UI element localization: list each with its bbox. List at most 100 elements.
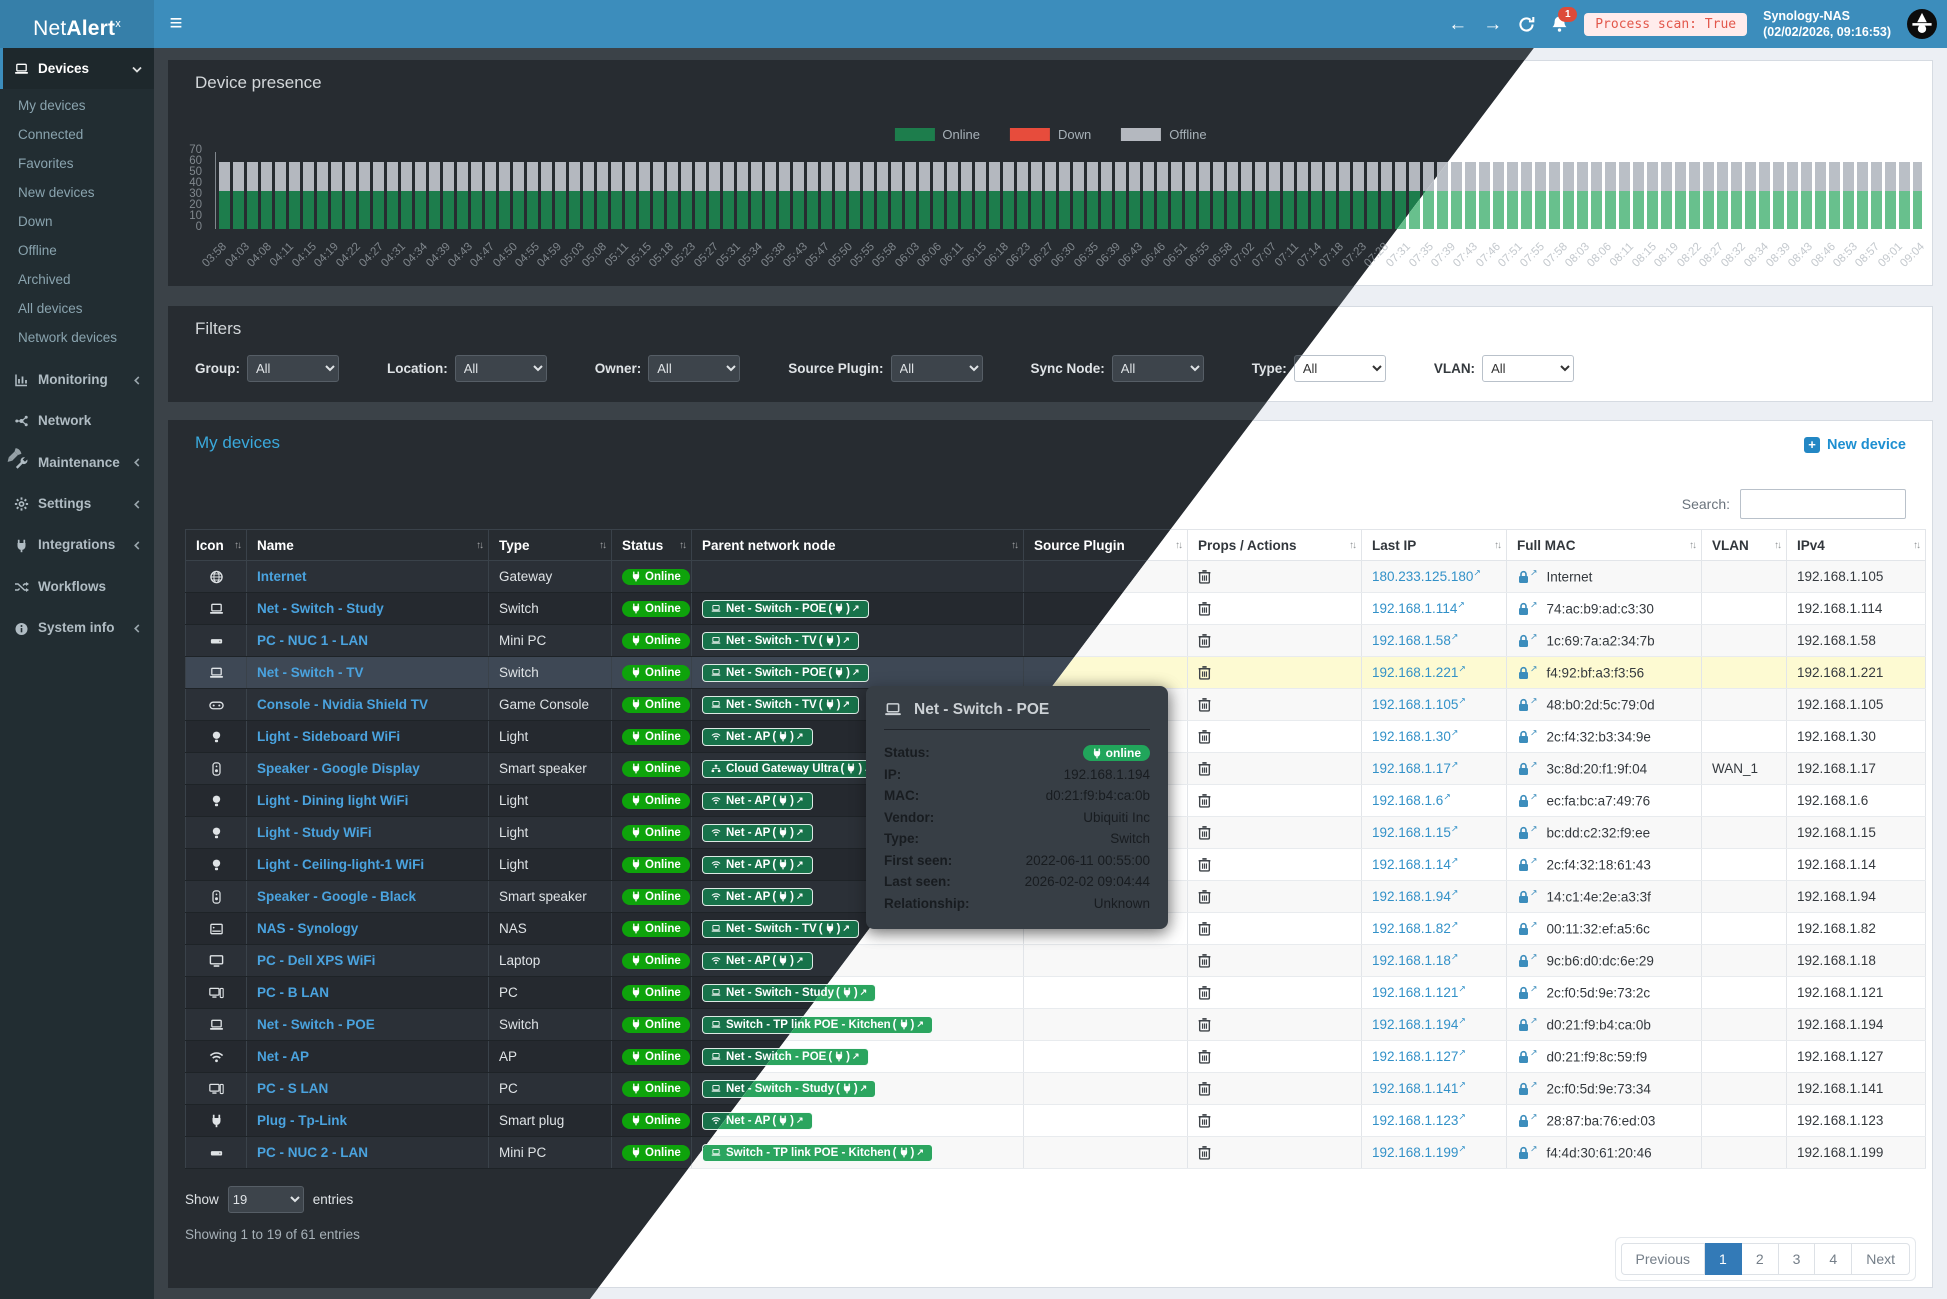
sidebar-subitem-down[interactable]: Down [18,214,53,230]
parent-node-button[interactable]: Net - AP()↗ [702,727,813,746]
presence-bar[interactable] [1101,161,1112,229]
last-ip-link[interactable]: 192.168.1.121↗ [1372,983,1466,1001]
device-name-link[interactable]: Light - Dining light WiFi [257,793,409,808]
presence-bar[interactable] [1493,161,1504,229]
presence-bar[interactable] [1339,161,1350,229]
parent-node-button[interactable]: Net - AP()↗ [702,791,813,810]
last-ip-link[interactable]: 192.168.1.127↗ [1372,1047,1466,1065]
device-name-link[interactable]: NAS - Synology [257,921,359,936]
device-name-link[interactable]: PC - S LAN [257,1081,329,1096]
presence-bar[interactable] [611,161,622,229]
last-ip-link[interactable]: 192.168.1.17↗ [1372,759,1459,777]
delete-device-button[interactable] [1198,1081,1211,1097]
lock-icon[interactable]: ↗ [1517,728,1538,744]
filter-type-select[interactable]: All [1293,355,1386,382]
sidebar-item-workflows[interactable]: Workflows [0,566,154,607]
filter-group-select[interactable]: All [247,355,339,382]
lock-icon[interactable]: ↗ [1517,568,1538,584]
presence-bar[interactable] [583,161,594,229]
presence-bar[interactable] [513,161,524,229]
presence-bar[interactable] [625,161,636,229]
lock-icon[interactable]: ↗ [1517,760,1538,776]
presence-bar[interactable] [471,161,482,229]
presence-bar[interactable] [1143,161,1154,229]
presence-bar[interactable] [1325,161,1336,229]
presence-bar[interactable] [1675,161,1686,229]
device-name-link[interactable]: Speaker - Google Display [257,761,420,776]
lock-icon[interactable]: ↗ [1517,600,1538,616]
presence-bar[interactable] [1619,161,1630,229]
sidebar-subitem-connected[interactable]: Connected [18,127,84,143]
delete-device-button[interactable] [1198,953,1211,969]
delete-device-button[interactable] [1198,633,1211,649]
presence-bar[interactable] [1283,161,1294,229]
pagination-page-1[interactable]: 1 [1705,1243,1742,1275]
last-ip-link[interactable]: 192.168.1.123↗ [1372,1111,1466,1129]
presence-bar[interactable] [779,161,790,229]
lock-icon[interactable]: ↗ [1517,632,1538,648]
presence-bar[interactable] [835,161,846,229]
parent-node-button[interactable]: Net - AP()↗ [702,951,813,970]
device-name-link[interactable]: Console - Nvidia Shield TV [257,697,429,712]
column-header-name[interactable]: Name↑↓ [246,529,489,561]
parent-node-button[interactable]: Net - Switch - POE()↗ [702,599,869,618]
presence-bar[interactable] [1367,161,1378,229]
presence-bar[interactable] [1451,161,1462,229]
presence-bar[interactable] [1731,161,1742,229]
delete-device-button[interactable] [1198,921,1211,937]
device-name-link[interactable]: Net - Switch - Study [257,601,384,616]
sidebar-subitem-offline[interactable]: Offline [18,243,57,259]
lock-icon[interactable]: ↗ [1517,920,1538,936]
delete-device-button[interactable] [1198,793,1211,809]
presence-bar[interactable] [387,161,398,229]
pagination-page-3[interactable]: 3 [1778,1243,1816,1275]
presence-bar[interactable] [1689,161,1700,229]
lock-icon[interactable]: ↗ [1517,1080,1538,1096]
presence-bar[interactable] [933,161,944,229]
filter-sync-node-select[interactable]: All [1111,355,1204,382]
presence-bar[interactable] [1017,161,1028,229]
presence-bar[interactable] [401,161,412,229]
last-ip-link[interactable]: 180.233.125.180↗ [1372,567,1481,585]
device-name-link[interactable]: PC - Dell XPS WiFi [257,953,376,968]
last-ip-link[interactable]: 192.168.1.18↗ [1372,951,1459,969]
presence-bar[interactable] [317,161,328,229]
presence-bar[interactable] [541,161,552,229]
presence-bar[interactable] [1913,161,1922,229]
presence-bar[interactable] [569,161,580,229]
presence-bar[interactable] [485,161,496,229]
device-name-link[interactable]: Light - Ceiling-light-1 WiFi [257,857,425,872]
last-ip-link[interactable]: 192.168.1.105↗ [1372,695,1466,713]
presence-bar[interactable] [1185,161,1196,229]
presence-bar[interactable] [1535,161,1546,229]
device-name-link[interactable]: Speaker - Google - Black [257,889,417,904]
lock-icon[interactable]: ↗ [1517,824,1538,840]
pagination-page-2[interactable]: 2 [1741,1243,1779,1275]
presence-bar[interactable] [723,161,734,229]
presence-bar[interactable] [919,161,930,229]
delete-device-button[interactable] [1198,1017,1211,1033]
presence-bar[interactable] [1003,161,1014,229]
column-header-icon[interactable]: Icon↑↓ [185,529,247,561]
last-ip-link[interactable]: 192.168.1.114↗ [1372,599,1465,617]
sidebar-subitem-network-devices[interactable]: Network devices [18,330,118,346]
device-name-link[interactable]: PC - NUC 2 - LAN [257,1145,368,1160]
sidebar-subitem-my-devices[interactable]: My devices [18,98,86,114]
presence-bar[interactable] [331,161,342,229]
lock-icon[interactable]: ↗ [1517,1144,1538,1160]
last-ip-link[interactable]: 192.168.1.6↗ [1372,791,1451,809]
lock-icon[interactable]: ↗ [1517,664,1538,680]
sidebar-subitem-archived[interactable]: Archived [18,272,71,288]
presence-bar[interactable] [891,161,902,229]
sidebar-subitem-all-devices[interactable]: All devices [18,301,83,317]
presence-bar[interactable] [219,161,230,229]
delete-device-button[interactable] [1198,697,1211,713]
presence-bar[interactable] [261,161,272,229]
presence-bar[interactable] [1787,161,1798,229]
last-ip-link[interactable]: 192.168.1.141↗ [1372,1079,1466,1097]
filter-location-select[interactable]: All [454,355,547,382]
last-ip-link[interactable]: 192.168.1.30↗ [1372,727,1459,745]
device-name-link[interactable]: Internet [257,569,307,584]
presence-bar[interactable] [1059,161,1070,229]
